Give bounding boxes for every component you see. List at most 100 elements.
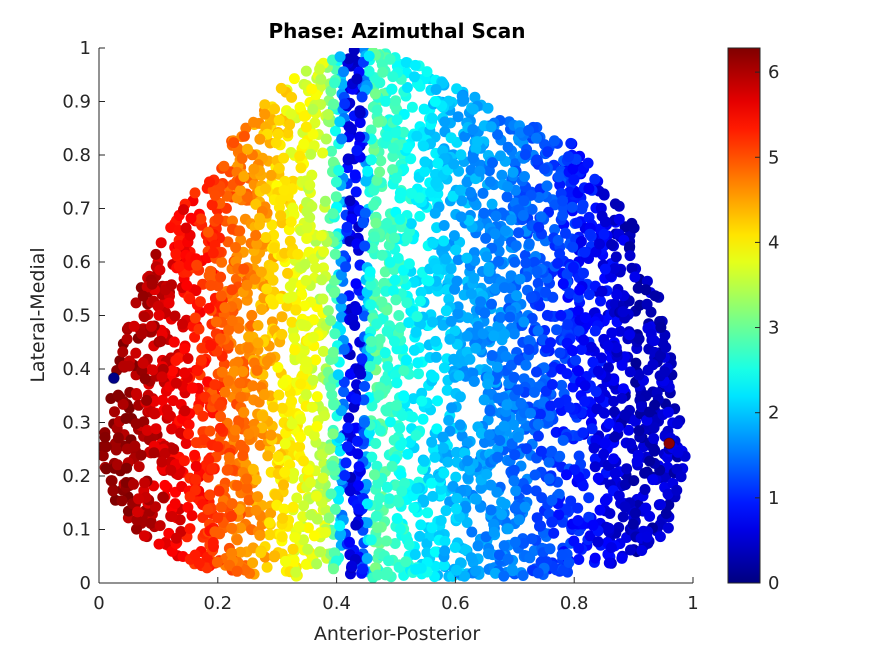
scatter-point xyxy=(467,152,479,164)
scatter-point xyxy=(506,214,517,226)
scatter-point xyxy=(450,503,462,515)
scatter-point xyxy=(573,542,585,554)
scatter-point xyxy=(365,336,377,347)
scatter-point xyxy=(571,217,583,229)
scatter-point xyxy=(425,186,437,198)
scatter-point xyxy=(663,499,675,511)
scatter-point xyxy=(190,460,202,472)
scatter-point xyxy=(156,456,168,468)
scatter-point xyxy=(624,329,635,341)
scatter-point xyxy=(422,507,434,519)
scatter-point xyxy=(440,505,452,517)
scatter-point xyxy=(626,262,638,274)
scatter-point xyxy=(324,443,336,455)
scatter-point xyxy=(320,527,331,538)
scatter-point xyxy=(532,325,544,337)
scatter-point xyxy=(508,371,520,383)
scatter-point xyxy=(286,316,298,328)
scatter-point xyxy=(369,469,380,481)
scatter-point xyxy=(272,451,284,462)
scatter-point xyxy=(438,220,450,231)
scatter-point xyxy=(238,171,250,182)
scatter-point xyxy=(504,311,516,323)
scatter-point xyxy=(599,263,611,275)
scatter-point xyxy=(468,247,480,259)
scatter-point xyxy=(314,63,326,75)
scatter-point xyxy=(157,394,169,406)
scatter-point xyxy=(235,185,246,196)
scatter-point xyxy=(301,222,313,234)
scatter-point xyxy=(121,333,133,345)
scatter-point xyxy=(323,512,335,524)
scatter-point xyxy=(275,210,287,222)
scatter-point xyxy=(454,391,466,403)
scatter-point xyxy=(391,513,403,524)
scatter-point xyxy=(403,258,415,270)
colorbar-tick-label: 4 xyxy=(768,232,779,253)
scatter-point xyxy=(512,384,524,396)
scatter-point xyxy=(648,422,660,434)
scatter-point xyxy=(427,316,438,328)
scatter-point xyxy=(592,472,604,484)
scatter-point xyxy=(218,160,230,172)
scatter-point xyxy=(475,296,487,308)
scatter-point xyxy=(509,256,521,268)
scatter-point xyxy=(301,206,313,218)
scatter-point xyxy=(170,355,182,366)
scatter-point xyxy=(603,522,615,534)
scatter-point xyxy=(595,202,607,214)
y-tick-label: 0.5 xyxy=(62,306,91,327)
scatter-point xyxy=(483,265,495,277)
scatter-point xyxy=(318,246,329,258)
scatter-point xyxy=(624,366,636,378)
scatter-point xyxy=(252,337,264,349)
scatter-point xyxy=(489,228,501,240)
scatter-point xyxy=(286,418,298,430)
colorbar-tick-label: 1 xyxy=(768,488,779,509)
scatter-point xyxy=(369,88,381,100)
scatter-point xyxy=(579,395,591,407)
scatter-point xyxy=(644,510,656,522)
scatter-point xyxy=(401,142,413,154)
scatter-point xyxy=(317,345,329,357)
scatter-point xyxy=(278,152,290,164)
scatter-point xyxy=(265,169,277,181)
scatter-point xyxy=(371,104,383,116)
scatter-point xyxy=(403,539,415,551)
scatter-point xyxy=(445,263,457,275)
scatter-point xyxy=(486,298,497,310)
scatter-point xyxy=(236,152,248,164)
scatter-point xyxy=(617,306,629,318)
scatter-point xyxy=(587,356,599,368)
scatter-point xyxy=(338,344,350,355)
scatter-point xyxy=(353,503,365,515)
scatter-point xyxy=(406,101,418,113)
scatter-point xyxy=(299,258,311,270)
scatter-point xyxy=(429,546,441,558)
scatter-point xyxy=(354,107,366,119)
scatter-point xyxy=(660,341,672,353)
scatter-point xyxy=(375,155,387,167)
scatter-point xyxy=(381,130,393,142)
scatter-point xyxy=(459,570,470,582)
scatter-point xyxy=(609,468,621,480)
scatter-point xyxy=(595,352,607,364)
scatter-point xyxy=(498,540,510,552)
scatter-point xyxy=(570,354,582,366)
scatter-point xyxy=(307,128,319,140)
scatter-point xyxy=(494,435,506,446)
scatter-point xyxy=(573,365,584,377)
scatter-point xyxy=(231,480,243,492)
scatter-point xyxy=(461,252,473,264)
scatter-point xyxy=(521,443,532,455)
scatter-point xyxy=(145,517,157,529)
scatter-point xyxy=(548,527,560,539)
scatter-point xyxy=(552,257,564,269)
scatter-point xyxy=(99,431,111,443)
scatter-point xyxy=(599,495,611,507)
scatter-point xyxy=(567,381,579,393)
scatter-point xyxy=(166,365,178,377)
scatter-point xyxy=(452,111,464,123)
scatter-point xyxy=(490,210,502,222)
scatter-point xyxy=(649,290,661,302)
